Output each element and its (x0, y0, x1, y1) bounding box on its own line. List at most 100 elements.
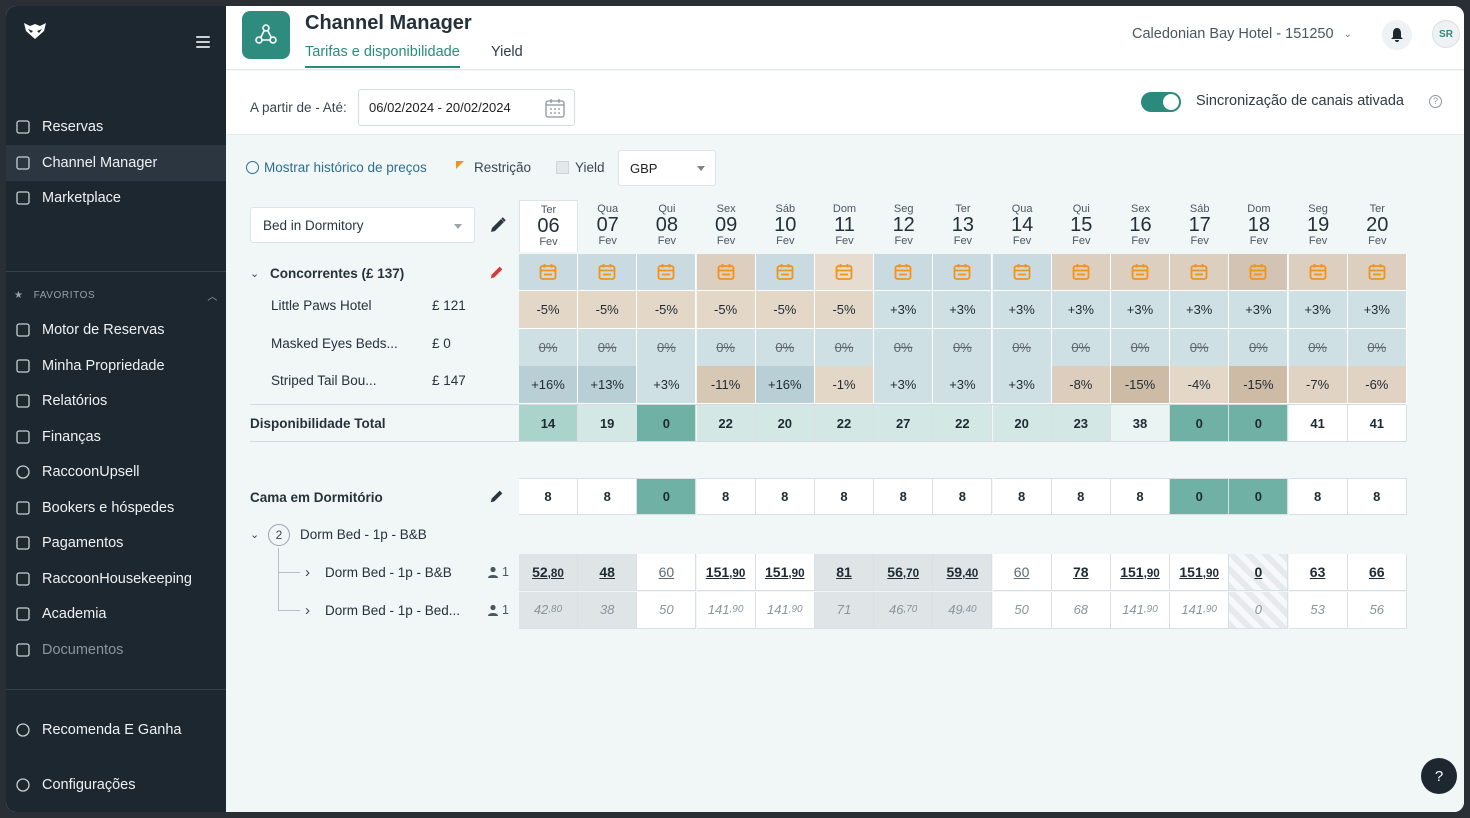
calendar-icon[interactable] (1367, 262, 1387, 282)
rate-price-cell[interactable]: 151,90 (696, 554, 756, 591)
collapse-caret-icon[interactable]: ︿ (207, 292, 218, 303)
currency-select[interactable]: GBP (618, 150, 716, 186)
help-icon[interactable]: ? (1429, 95, 1442, 108)
rate-price-cell[interactable]: 151,90 (755, 554, 815, 591)
calendar-icon[interactable] (538, 262, 558, 282)
sidebar-item-raccoonupsell[interactable]: RaccoonUpsell (6, 454, 226, 490)
sidebar-item-raccoonhousekeeping[interactable]: RaccoonHousekeeping (6, 561, 226, 597)
rate-price-cell[interactable]: 63 (1288, 554, 1348, 591)
sidebar-item-channel-manager[interactable]: Channel Manager (6, 144, 226, 181)
restriction-calendar-cell[interactable] (1288, 254, 1348, 291)
sidebar-item-finan-as[interactable]: Finanças (6, 419, 226, 455)
restriction-calendar-cell[interactable] (696, 254, 756, 291)
room-availability-cell[interactable]: 8 (815, 478, 874, 515)
restriction-calendar-cell[interactable] (1111, 254, 1170, 291)
room-availability-cell[interactable]: 8 (1051, 478, 1111, 515)
rate-price-cell[interactable]: 0 (1229, 591, 1289, 629)
calendar-icon[interactable] (1189, 262, 1209, 282)
sidebar-item-bookers-e-h-spedes[interactable]: Bookers e hóspedes (6, 490, 226, 526)
restriction-calendar-cell[interactable] (1170, 254, 1230, 291)
rate-price-cell[interactable]: 0 (1229, 554, 1289, 591)
calendar-icon[interactable] (1130, 262, 1150, 282)
calendar-icon[interactable] (656, 262, 676, 282)
favorites-header[interactable]: ★ FAVORITOS ︿ (14, 290, 218, 303)
channel-sync-toggle[interactable] (1141, 92, 1181, 112)
rate-price-cell[interactable]: 151,90 (1170, 554, 1230, 591)
room-availability-cell[interactable]: 8 (992, 478, 1052, 515)
room-availability-cell[interactable]: 8 (1288, 478, 1348, 515)
room-availability-cell[interactable]: 8 (1347, 478, 1407, 515)
date-header[interactable]: Qua 14 Fev (993, 200, 1052, 252)
tab-yield[interactable]: Yield (491, 44, 523, 60)
date-header[interactable]: Ter 06 Fev (519, 200, 578, 252)
rate-price-cell[interactable]: 49,40 (933, 591, 993, 629)
restriction-calendar-cell[interactable] (755, 254, 815, 291)
rate-plan-label[interactable]: Dorm Bed - 1p - Bed... (325, 602, 461, 618)
date-header[interactable]: Seg 12 Fev (874, 200, 933, 252)
rate-price-cell[interactable]: 141,90 (696, 591, 756, 629)
sidebar-item-relat-rios[interactable]: Relatórios (6, 383, 226, 419)
rate-price-cell[interactable]: 151,90 (1111, 554, 1170, 591)
date-range-input[interactable]: 06/02/2024 - 20/02/2024 (358, 89, 575, 126)
sidebar-item-minha-propriedade[interactable]: Minha Propriedade (6, 348, 226, 384)
room-availability-cell[interactable]: 8 (578, 478, 638, 515)
edit-room-icon[interactable] (489, 488, 505, 504)
rate-price-cell[interactable]: 52,80 (519, 554, 578, 591)
calendar-icon[interactable] (544, 97, 566, 119)
tab-rates-availability[interactable]: Tarifas e disponibilidade (305, 44, 460, 68)
competitors-title[interactable]: Concorrentes (£ 137) (270, 266, 405, 281)
calendar-icon[interactable] (597, 262, 617, 282)
rate-price-cell[interactable]: 68 (1051, 591, 1111, 629)
sidebar-item-pagamentos[interactable]: Pagamentos (6, 525, 226, 561)
notifications-bell-icon[interactable] (1382, 20, 1412, 50)
room-availability-cell[interactable]: 8 (519, 478, 578, 515)
expand-chevron-icon[interactable]: › (305, 601, 310, 619)
date-header[interactable]: Dom 18 Fev (1229, 200, 1288, 252)
restriction-calendar-cell[interactable] (933, 254, 993, 291)
room-availability-cell[interactable]: 0 (1229, 478, 1289, 515)
calendar-icon[interactable] (1308, 262, 1328, 282)
rate-price-cell[interactable]: 81 (815, 554, 874, 591)
rate-price-cell[interactable]: 78 (1051, 554, 1111, 591)
rate-price-cell[interactable]: 66 (1347, 554, 1407, 591)
price-history-link[interactable]: Mostrar histórico de preços (246, 160, 427, 175)
calendar-icon[interactable] (1071, 262, 1091, 282)
rate-price-cell[interactable]: 42,80 (519, 591, 578, 629)
restriction-calendar-cell[interactable] (1347, 254, 1407, 291)
date-header[interactable]: Ter 20 Fev (1348, 200, 1407, 252)
room-availability-cell[interactable]: 8 (933, 478, 993, 515)
date-header[interactable]: Dom 11 Fev (815, 200, 874, 252)
room-availability-cell[interactable]: 8 (755, 478, 815, 515)
restriction-calendar-cell[interactable] (1229, 254, 1289, 291)
restriction-calendar-cell[interactable] (815, 254, 874, 291)
rate-price-cell[interactable]: 141,90 (1170, 591, 1230, 629)
expand-chevron-icon[interactable]: › (305, 564, 310, 581)
sidebar-item-academia[interactable]: Academia (6, 596, 226, 632)
sidebar-item-reservas[interactable]: Reservas (6, 109, 226, 145)
sidebar-item-recomenda-e-ganha[interactable]: Recomenda E Ganha (6, 712, 226, 748)
sidebar-item-marketplace[interactable]: Marketplace (6, 180, 226, 216)
rate-price-cell[interactable]: 48 (578, 554, 638, 591)
date-header[interactable]: Qui 08 Fev (637, 200, 696, 252)
rate-price-cell[interactable]: 38 (578, 591, 638, 629)
restriction-calendar-cell[interactable] (874, 254, 934, 291)
calendar-icon[interactable] (893, 262, 913, 282)
restriction-calendar-cell[interactable] (519, 254, 578, 291)
rate-price-cell[interactable]: 59,40 (933, 554, 993, 591)
edit-pencil-icon[interactable] (489, 216, 507, 234)
rate-price-cell[interactable]: 50 (637, 591, 697, 629)
room-availability-cell[interactable]: 8 (696, 478, 756, 515)
collapse-chevron-icon[interactable]: ⌄ (250, 268, 260, 280)
calendar-icon[interactable] (1012, 262, 1032, 282)
calendar-icon[interactable] (775, 262, 795, 282)
rate-price-cell[interactable]: 71 (815, 591, 874, 629)
restriction-calendar-cell[interactable] (1051, 254, 1111, 291)
calendar-icon[interactable] (716, 262, 736, 282)
sidebar-item-motor-de-reservas[interactable]: Motor de Reservas (6, 312, 226, 348)
restriction-calendar-cell[interactable] (992, 254, 1052, 291)
date-header[interactable]: Sex 09 Fev (697, 200, 756, 252)
date-header[interactable]: Sáb 10 Fev (756, 200, 815, 252)
calendar-icon[interactable] (834, 262, 854, 282)
date-header[interactable]: Sex 16 Fev (1111, 200, 1170, 252)
date-header[interactable]: Seg 19 Fev (1289, 200, 1348, 252)
